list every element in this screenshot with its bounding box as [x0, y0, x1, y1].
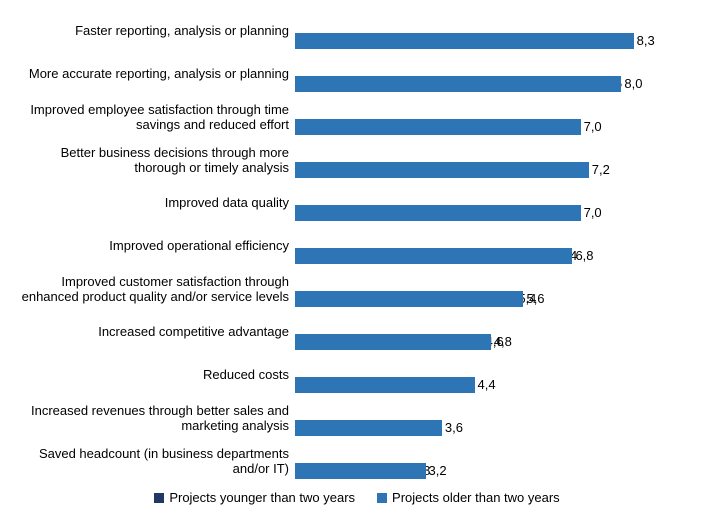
category-label: Increased revenues through better sales … — [3, 401, 295, 437]
category-group: Increased competitive advantage4,64,8 — [3, 311, 711, 354]
category-group: More accurate reporting, analysis or pla… — [3, 53, 711, 96]
category-label: Faster reporting, analysis or planning — [3, 14, 295, 50]
legend-swatch-icon — [154, 493, 164, 503]
category-group: Saved headcount (in business departments… — [3, 440, 711, 483]
value-label: 7,0 — [584, 119, 602, 135]
bar-older — [295, 205, 581, 221]
category-label: Improved data quality — [3, 186, 295, 222]
category-label: Improved customer satisfaction throughen… — [3, 272, 295, 308]
legend-label: Projects older than two years — [392, 490, 560, 505]
category-group: Improved employee satisfaction through t… — [3, 96, 711, 139]
bar-older — [295, 248, 572, 264]
category-group: Improved operational efficiency6,46,8 — [3, 225, 711, 268]
bar-older — [295, 162, 589, 178]
category-label: Improved operational efficiency — [3, 229, 295, 265]
bar-older — [295, 463, 426, 479]
value-label: 3,2 — [429, 463, 447, 479]
value-label: 7,0 — [584, 205, 602, 221]
legend-item-older: Projects older than two years — [377, 490, 560, 505]
value-label: 4,4 — [478, 377, 496, 393]
category-label: Better business decisions through moreth… — [3, 143, 295, 179]
legend: Projects younger than two years Projects … — [3, 490, 711, 505]
category-group: Faster reporting, analysis or planning7,… — [3, 10, 711, 53]
bar-older — [295, 420, 442, 436]
category-group: Improved data quality6,47,0 — [3, 182, 711, 225]
value-label: 7,2 — [592, 162, 610, 178]
bar-older — [295, 33, 634, 49]
plot-area: Faster reporting, analysis or planning 7,… — [3, 10, 711, 488]
category-label: More accurate reporting, analysis or pla… — [3, 57, 295, 93]
value-label: 4,8 — [494, 334, 512, 350]
bar-older — [295, 291, 523, 307]
value-label: 6,8 — [575, 248, 593, 264]
bar-older — [295, 334, 491, 350]
legend-swatch-icon — [377, 493, 387, 503]
category-group: Better business decisions through moreth… — [3, 139, 711, 182]
value-label: 8,0 — [624, 76, 642, 92]
value-label: 3,6 — [445, 420, 463, 436]
bar-older — [295, 76, 621, 92]
legend-label: Projects younger than two years — [169, 490, 355, 505]
category-label: Reduced costs — [3, 358, 295, 394]
value-label: 5,6 — [526, 291, 544, 307]
category-group: Improved customer satisfaction throughen… — [3, 268, 711, 311]
bar-older — [295, 119, 581, 135]
bar-older — [295, 377, 475, 393]
category-group: Reduced costs3,94,4 — [3, 354, 711, 397]
category-label: Increased competitive advantage — [3, 315, 295, 351]
category-label: Saved headcount (in business departments… — [3, 444, 295, 480]
value-label: 8,3 — [637, 33, 655, 49]
category-group: Increased revenues through better sales … — [3, 397, 711, 440]
chart-root: Faster reporting, analysis or planning 7,… — [0, 0, 725, 516]
legend-item-younger: Projects younger than two years — [154, 490, 355, 505]
category-label: Improved employee satisfaction through t… — [3, 100, 295, 136]
